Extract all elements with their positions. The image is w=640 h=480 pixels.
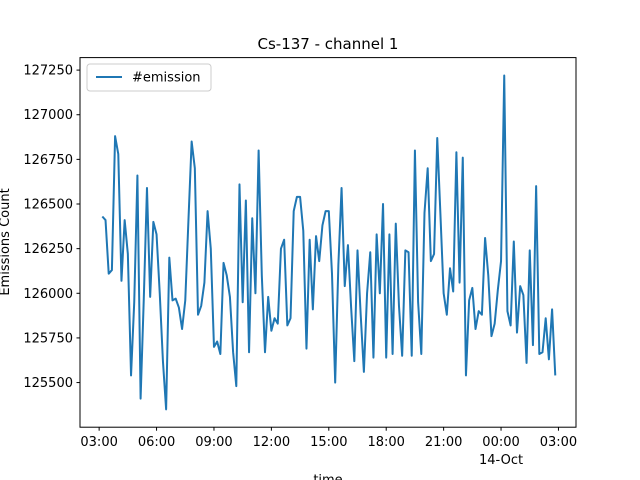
x-tick-label: 03:00 xyxy=(80,435,117,450)
x-tick-label: 12:00 xyxy=(253,435,290,450)
y-tick-label: 126250 xyxy=(23,242,73,257)
chart-title: Cs-137 - channel 1 xyxy=(258,35,399,53)
x-tick-label: 18:00 xyxy=(367,435,404,450)
x-tick-label: 00:00 xyxy=(482,435,519,450)
x-axis-label: time xyxy=(313,473,342,480)
x-tick-label: 03:00 xyxy=(540,435,577,450)
y-tick-label: 126500 xyxy=(23,198,73,213)
y-tick-label: 127250 xyxy=(23,64,73,79)
y-tick-label: 126000 xyxy=(23,287,73,302)
legend: #emission xyxy=(86,63,212,92)
plot-area xyxy=(101,74,557,411)
x-axis: 03:00 06:00 09:00 12:00 15:00 18:00 21:00 00:00… xyxy=(80,427,577,468)
y-tick-label: 127000 xyxy=(23,108,73,123)
x-tick-label: 06:00 xyxy=(138,435,175,450)
legend-box xyxy=(86,63,212,92)
x-tick-label: 09:00 xyxy=(195,435,232,450)
y-axis-label: Emissions Count xyxy=(0,188,13,295)
plot-frame xyxy=(79,57,577,428)
y-axis: 125500 125750 126000 126250 126500 126750 1270… xyxy=(23,64,80,391)
x-tick-label: 15:00 xyxy=(310,435,347,450)
y-tick-label: 125750 xyxy=(23,331,73,346)
x-tick-sublabel: 14-Oct xyxy=(479,453,523,468)
y-tick-label: 126750 xyxy=(23,153,73,168)
y-tick-label: 125500 xyxy=(23,376,73,391)
x-tick-label: 21:00 xyxy=(425,435,462,450)
legend-label-emission: #emission xyxy=(132,71,201,86)
series-line-emission xyxy=(101,74,557,411)
